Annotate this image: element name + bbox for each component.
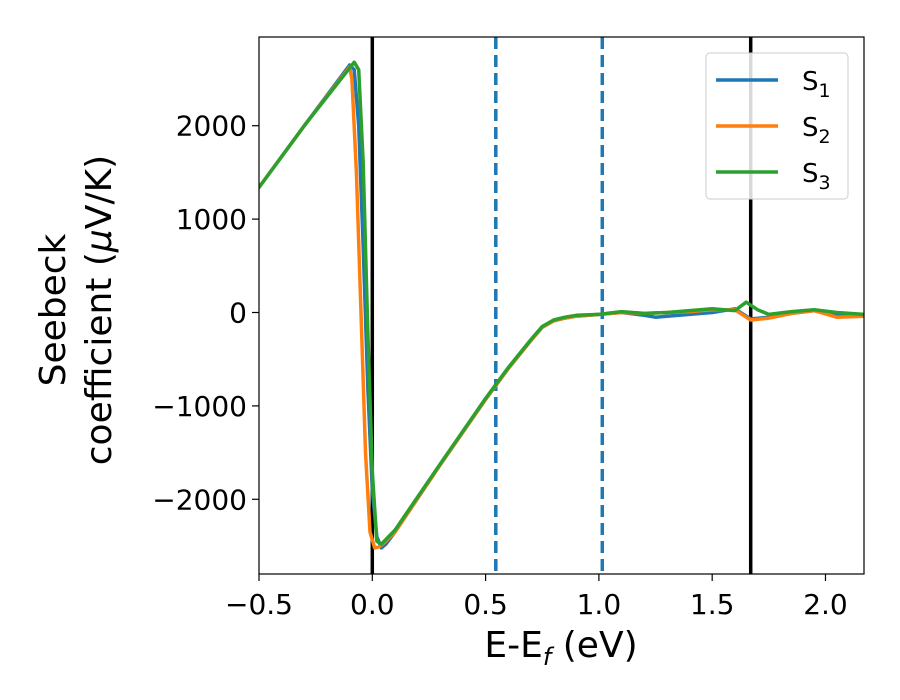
y-axis-title-line2-end: V/K) (79, 155, 120, 229)
y-tick-label: 1000 (176, 203, 247, 236)
y-axis-title: Seebeck coefficient (μV/K) (33, 155, 120, 465)
y-axis-title-line1: Seebeck (33, 233, 74, 386)
x-tick-label: 1.5 (690, 588, 735, 621)
x-axis-title-base: E-E (484, 625, 542, 666)
x-axis-title-unit: (eV) (551, 625, 637, 666)
y-axis-title-line2: coefficient (μV/K) (79, 155, 120, 465)
x-tick-label: 0.5 (463, 588, 508, 621)
y-axis-title-mu: μ (79, 229, 120, 253)
x-tick-label: 2.0 (803, 588, 848, 621)
plot-frame (258, 36, 865, 575)
y-axis-ticks: −2000 −1000 0 1000 2000 (152, 110, 259, 516)
y-tick-label: 2000 (176, 110, 247, 143)
y-tick-label: −2000 (152, 483, 247, 516)
x-tick-label: −0.5 (225, 588, 293, 621)
series-lines (259, 60, 864, 550)
legend-label-1: S1 (802, 67, 831, 102)
legend-label-2: S2 (802, 113, 831, 148)
legend: S1 S2 S3 (705, 52, 849, 200)
y-tick-label: −1000 (152, 390, 247, 423)
series-line-3 (259, 60, 864, 546)
legend-label-3: S3 (802, 159, 831, 194)
x-axis-title: E-Ef (eV) (484, 625, 637, 671)
x-tick-label: 0.0 (350, 588, 395, 621)
y-axis-title-line2-start: coefficient ( (79, 252, 120, 465)
x-tick-label: 1.0 (577, 588, 622, 621)
x-axis-ticks: −0.5 0.0 0.5 1.0 1.5 2.0 (225, 574, 848, 621)
y-tick-label: 0 (229, 297, 247, 330)
